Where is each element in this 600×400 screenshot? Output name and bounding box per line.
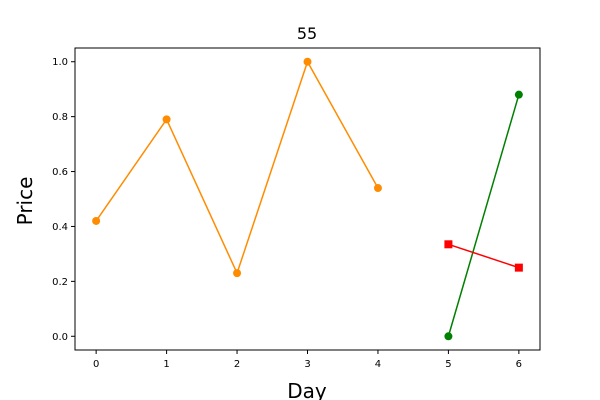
series-0-point xyxy=(303,57,312,66)
series-1-point xyxy=(444,332,453,341)
series-2-point xyxy=(514,263,523,272)
x-axis-label: Day xyxy=(287,379,327,400)
y-tick-label: 0.6 xyxy=(52,167,68,178)
plot-area: 0 1 2 3 4 5 6 0.0 0.2 0.4 0.6 0.8 1.0 xyxy=(52,57,523,370)
series-1-point xyxy=(514,90,523,99)
series-2-point xyxy=(444,240,453,249)
y-tick-label: 0.8 xyxy=(52,112,68,123)
x-tick-label: 6 xyxy=(516,359,522,370)
chart-title: 55 xyxy=(297,24,317,43)
series-1-line xyxy=(447,94,520,337)
series-0-point xyxy=(92,216,101,225)
y-tick-label: 0.4 xyxy=(52,222,68,233)
series-0-point xyxy=(233,269,242,278)
x-tick-label: 0 xyxy=(93,359,99,370)
series-0-point xyxy=(162,115,171,124)
y-axis-label: Price xyxy=(13,177,37,226)
series-2-line xyxy=(448,243,520,269)
plot-frame xyxy=(74,47,541,351)
series-0-point xyxy=(373,184,382,193)
x-tick-label: 3 xyxy=(304,359,310,370)
x-tick-label: 5 xyxy=(445,359,451,370)
y-tick-label: 0.0 xyxy=(52,332,68,343)
y-tick-label: 0.2 xyxy=(52,277,68,288)
series-0-line xyxy=(95,59,379,276)
y-tick-label: 1.0 xyxy=(52,57,68,68)
x-tick-label: 1 xyxy=(163,359,169,370)
x-tick-label: 2 xyxy=(234,359,240,370)
x-tick-label: 4 xyxy=(375,359,381,370)
